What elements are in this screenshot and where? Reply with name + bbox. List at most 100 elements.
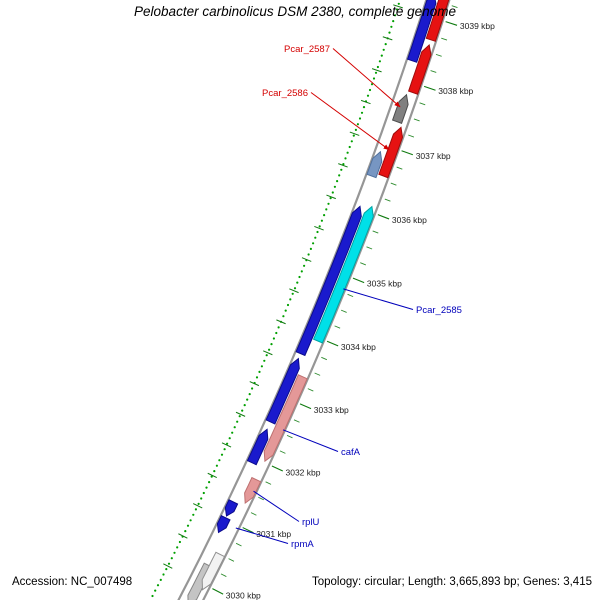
ruler-dot (233, 426, 236, 429)
ruler-dot (316, 230, 319, 234)
ruler-dot (178, 540, 181, 544)
ruler-dot (348, 145, 351, 149)
gene-arrow-gene-red-top[interactable] (425, 0, 450, 42)
ruler-minor-tick (258, 496, 264, 501)
ruler-dot (312, 242, 315, 245)
ruler-dash (249, 381, 260, 387)
gene-labels: Pcar_2587 Pcar_2586 Pcar_2585 cafA rplU rpmA (235, 44, 462, 550)
ruler-dot (277, 326, 280, 329)
gene-arrow-gene-small-blue-2[interactable] (224, 499, 239, 517)
ruler-dash (276, 319, 286, 325)
ruler-dot (395, 8, 399, 11)
ruler-dot (344, 157, 347, 160)
ruler-dash (178, 533, 188, 539)
ruler-dash (289, 288, 299, 294)
ruler-dot (260, 365, 263, 368)
gene-arrow-gene-blue-top[interactable] (406, 0, 437, 63)
ruler-dash (360, 99, 371, 105)
ruler-minor-tick (279, 450, 286, 454)
ruler-minor-tick (441, 37, 448, 41)
ruler-dot (268, 348, 271, 351)
ruler-dot (354, 128, 357, 131)
ruler-minor-tick (372, 230, 379, 234)
gene-arrow-gene-white-bottom[interactable] (201, 551, 226, 591)
ruler-dot (208, 481, 211, 484)
ruler-dash (326, 194, 336, 200)
gene-label-leader (332, 48, 401, 108)
ruler-minor-tick (314, 372, 321, 376)
gene-label-leader (235, 527, 289, 544)
gene-label-Pcar_2585[interactable]: Pcar_2585 (416, 305, 462, 316)
ruler-dot (291, 292, 294, 295)
ruler-dot (213, 470, 216, 473)
ruler-dot (270, 343, 273, 346)
ruler-dot (360, 111, 364, 114)
ruler-dot (241, 409, 244, 412)
ruler-dot (368, 88, 372, 92)
ruler-dot (251, 387, 254, 390)
ruler-major-tick (299, 403, 312, 410)
ruler-dot (246, 398, 249, 401)
ruler-dot (176, 546, 179, 549)
gene-label-Pcar_2586[interactable]: Pcar_2586 (262, 88, 308, 99)
ruler-dot (215, 464, 218, 467)
ruler-tick-label: 3033 kbp (314, 405, 349, 415)
ruler-tick-label: 3030 kbp (226, 590, 261, 600)
ruler-dot (293, 287, 297, 290)
ruler-dot (165, 568, 168, 571)
ruler-dot (210, 475, 213, 478)
ruler-dot (170, 557, 173, 560)
gene-label-cafA[interactable]: cafA (341, 447, 361, 458)
ruler-minor-tick (347, 293, 354, 298)
ruler-dot (394, 14, 397, 17)
gene-arrow-gene-steel-blue[interactable] (366, 150, 383, 179)
ruler-minor-tick (265, 481, 272, 485)
ruler-dot (194, 508, 197, 511)
gene-label-Pcar_2587[interactable]: Pcar_2587 (284, 44, 330, 55)
genome-backbone (177, 0, 451, 600)
ruler-dot (189, 519, 192, 522)
gene-arrow-rpmA[interactable] (216, 515, 231, 534)
ruler-dot (320, 219, 323, 222)
ruler-dot (318, 225, 321, 228)
ruler-major-tick (377, 214, 390, 220)
ruler-dot (286, 303, 290, 307)
gene-arrow-gene-blue-4[interactable] (265, 357, 300, 425)
gene-arrow-rplU[interactable] (244, 476, 262, 505)
backbone-rail (202, 0, 451, 600)
ruler-dot (342, 163, 345, 166)
ruler-tick-label: 3038 kbp (438, 86, 473, 96)
ruler-dot (352, 134, 355, 137)
gene-arrow-Pcar_2586[interactable] (378, 126, 404, 179)
page-title: Pelobacter carbinolicus DSM 2380, comple… (134, 4, 456, 19)
gene-label-rpmA[interactable]: rpmA (291, 539, 314, 550)
gene-label-rplU[interactable]: rplU (302, 517, 320, 528)
ruler-dash (221, 442, 232, 448)
ruler-dot (376, 65, 379, 69)
ruler-dot (162, 573, 165, 576)
gene-label-leader (253, 490, 300, 522)
gene-arrow-gene-blue-5[interactable] (295, 205, 362, 357)
ruler-minor-tick (435, 53, 442, 57)
ruler-dot (356, 123, 359, 126)
ruler-dot (314, 236, 317, 239)
ruler-dot (340, 168, 343, 171)
ruler-dot (388, 31, 391, 34)
ruler-dot (338, 174, 341, 177)
ruler-dot (384, 43, 387, 46)
ruler-minor-tick (384, 198, 391, 202)
ruler-dot (184, 530, 187, 533)
ruler-dot (303, 264, 306, 267)
ruler-dash (371, 68, 382, 73)
gene-arrow-cafA[interactable] (263, 374, 308, 463)
ruler-dot (197, 502, 200, 505)
gene-arrow-gene-red-2[interactable] (407, 44, 432, 95)
gene-arrow-Pcar_2585[interactable] (312, 205, 374, 344)
gene-arrow-Pcar_2587[interactable] (391, 93, 409, 124)
ruler-dot (378, 60, 381, 63)
ruler-minor-tick (293, 419, 300, 423)
gene-arrow-gene-blue-3[interactable] (246, 428, 269, 466)
ruler-dash (314, 225, 324, 231)
ruler-dot (200, 497, 203, 500)
ruler-dot (370, 83, 374, 86)
